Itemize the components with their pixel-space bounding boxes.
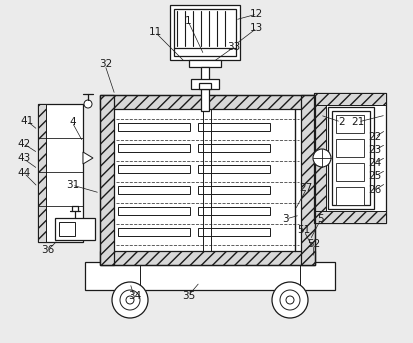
Circle shape [112,282,147,318]
Bar [85,262,334,290]
Text: 27: 27 [299,183,312,193]
Bar [114,109,300,251]
Bar [199,83,211,89]
Text: 32: 32 [99,59,112,70]
Bar [335,163,363,181]
Text: 4: 4 [69,117,76,127]
Bar [118,123,190,131]
Text: 31: 31 [66,180,79,190]
Polygon shape [83,152,93,164]
Circle shape [271,282,307,318]
Circle shape [120,290,140,310]
Circle shape [279,290,299,310]
Text: 36: 36 [41,245,54,255]
Text: 42: 42 [17,139,31,149]
Text: 12: 12 [249,9,263,19]
Bar [335,187,363,205]
Text: 1: 1 [185,16,191,26]
Circle shape [312,149,330,167]
Bar [100,251,314,265]
Text: 43: 43 [17,153,31,164]
Bar [331,111,369,205]
Text: 3: 3 [282,214,288,224]
Bar [327,107,373,209]
Bar [313,93,385,105]
Text: 26: 26 [367,185,380,196]
Bar [38,104,46,242]
Text: 25: 25 [367,171,380,181]
Bar [100,95,114,265]
Text: 33: 33 [227,42,240,52]
Text: 44: 44 [17,168,31,178]
Text: 24: 24 [367,158,380,168]
Bar [100,95,314,265]
Bar [201,67,209,85]
Bar [335,115,363,133]
Bar [118,165,190,173]
Text: 35: 35 [181,291,195,301]
Bar [170,5,240,60]
Bar [197,144,269,152]
Bar [201,89,209,111]
Bar [197,123,269,131]
Text: 23: 23 [367,145,380,155]
Circle shape [285,296,293,304]
Bar [313,93,385,223]
Text: 5: 5 [317,214,323,224]
Bar [118,228,190,236]
Circle shape [84,100,92,108]
Text: 21: 21 [351,117,364,127]
Bar [190,79,218,89]
Text: 41: 41 [20,116,33,126]
Bar [189,60,221,67]
Bar [197,165,269,173]
Bar [118,186,190,194]
Text: 51: 51 [297,225,310,236]
Bar [300,95,314,265]
Bar [197,228,269,236]
Bar [118,207,190,215]
Bar [38,104,83,242]
Text: 22: 22 [367,132,380,142]
Bar [100,95,314,109]
Bar [59,222,75,236]
Text: 13: 13 [249,23,263,33]
Text: 34: 34 [128,291,141,301]
Bar [313,211,385,223]
Bar [197,207,269,215]
Circle shape [126,296,134,304]
Bar [55,218,95,240]
Bar [118,144,190,152]
Text: 11: 11 [148,26,161,37]
Text: 52: 52 [306,238,320,249]
Bar [313,93,325,223]
Bar [173,9,235,50]
Bar [335,139,363,157]
Text: 2: 2 [337,117,344,127]
Bar [197,186,269,194]
Bar [173,48,235,56]
